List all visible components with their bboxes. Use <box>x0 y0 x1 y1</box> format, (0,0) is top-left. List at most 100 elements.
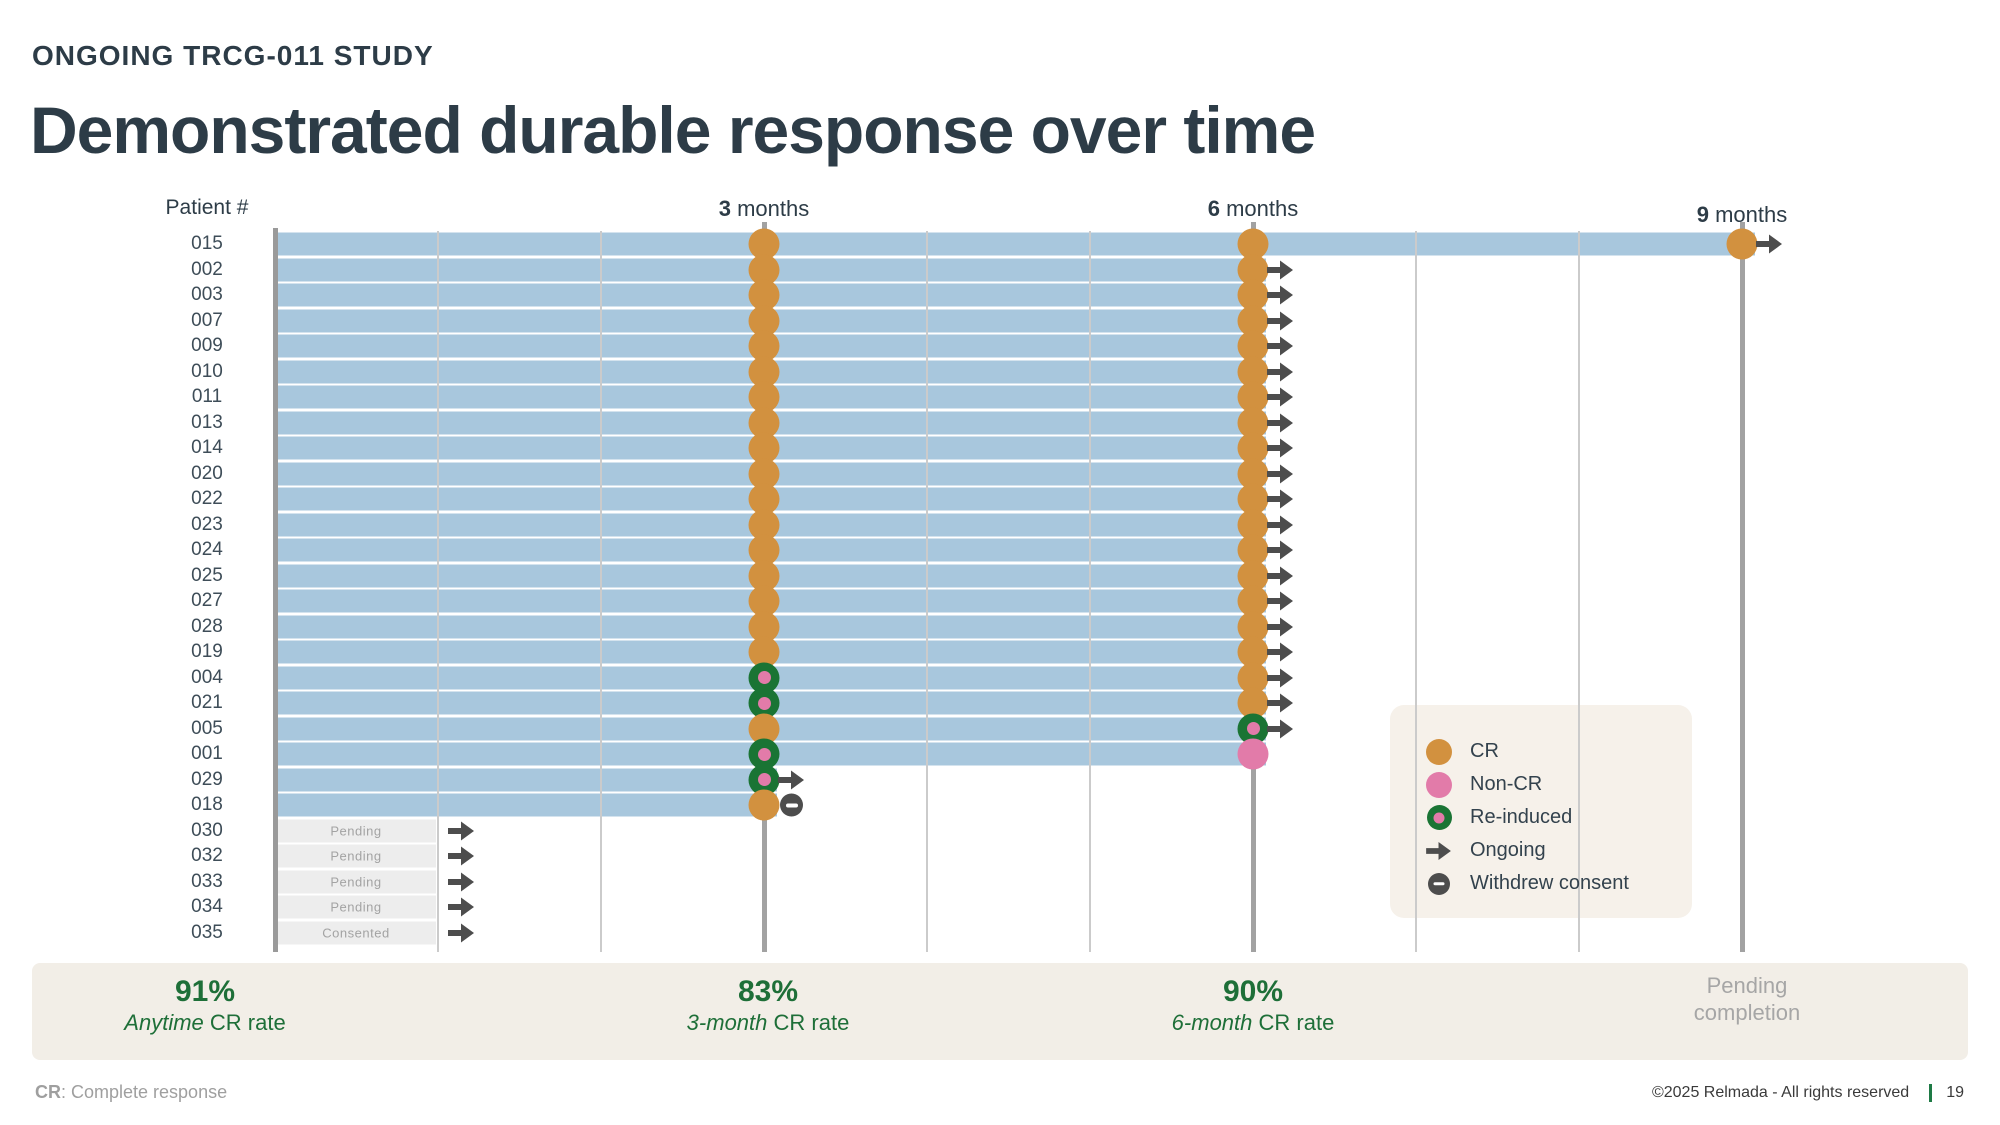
reinduced-marker-center <box>757 773 771 786</box>
pending-bar: Pending <box>276 844 436 868</box>
ongoing-arrow-icon <box>1267 412 1294 433</box>
stat-label: 6-month CR rate <box>1171 1010 1335 1035</box>
patient-column-header: Patient # <box>165 196 249 219</box>
withdrew-legend-glyph <box>1428 872 1450 895</box>
stat-cr-rate: 83% 3-month CR rate <box>687 975 850 1037</box>
page-title: Demonstrated durable response over time <box>30 93 1316 167</box>
legend-item-reinduced: Re-induced <box>1424 801 1629 834</box>
pending-bar: Consented <box>276 921 436 944</box>
ongoing-arrow-icon <box>1267 310 1294 331</box>
stat-label-italic: 3-month <box>686 1010 768 1035</box>
ongoing-arrow-icon <box>448 922 475 943</box>
stat-value: 83% <box>737 975 799 1008</box>
pending-bar: Pending <box>276 870 436 893</box>
month-gridline-2 <box>600 231 602 952</box>
patient-row-label: 004 <box>191 666 223 688</box>
ongoing-arrow-icon <box>1267 565 1294 586</box>
ongoing-arrow-icon <box>1267 718 1294 739</box>
legend-label: Withdrew consent <box>1470 872 1629 894</box>
legend-label: CR <box>1470 740 1499 762</box>
legend-item-noncr: Non-CR <box>1424 768 1629 801</box>
ongoing-arrow-icon <box>1267 642 1294 663</box>
month-label-9: 9 months <box>1696 202 1788 227</box>
patient-row-label: 003 <box>191 284 223 305</box>
swimmer-bar <box>276 232 1755 256</box>
patient-row-label: 018 <box>191 794 223 815</box>
ongoing-arrow-icon <box>1267 667 1294 688</box>
withdrew-legend-icon <box>1424 872 1454 895</box>
noncr-legend-dot <box>1426 771 1452 798</box>
noncr-marker <box>1237 738 1269 770</box>
patient-row-label: 028 <box>191 615 223 637</box>
patient-row-label: 002 <box>191 258 223 280</box>
ongoing-arrow-icon <box>1267 591 1294 612</box>
ongoing-arrow-icon <box>1267 387 1294 408</box>
noncr-legend-icon <box>1424 771 1454 798</box>
reinduced-legend-ring <box>1426 805 1452 830</box>
cr-legend-icon <box>1424 738 1454 765</box>
patient-row-label: 013 <box>191 411 223 433</box>
reinduced-marker-center <box>757 671 771 684</box>
ongoing-arrow-icon <box>1267 514 1294 535</box>
reinduced-marker-center <box>1246 722 1260 735</box>
stat-label: 3-month CR rate <box>686 1010 850 1035</box>
chart-axis-line <box>272 228 278 952</box>
abbreviation-footnote: CR: Complete response <box>35 1082 227 1103</box>
stat-cr-rate: 90% 6-month CR rate <box>1172 975 1335 1037</box>
swimmer-bar <box>276 768 777 791</box>
ongoing-arrow-icon <box>1267 489 1294 510</box>
month-number: 3 <box>718 196 731 221</box>
patient-row-label: 001 <box>191 743 223 764</box>
patient-row-label: 011 <box>191 386 223 407</box>
month-label-6: 6 months <box>1207 196 1299 221</box>
ongoing-arrow-icon <box>1267 616 1294 637</box>
patient-row-label: 032 <box>191 845 223 866</box>
patient-row-label: 019 <box>191 641 223 662</box>
withdrew-consent-glyph <box>780 793 803 817</box>
legend-label: Non-CR <box>1470 773 1543 795</box>
patient-row-label: 010 <box>191 360 223 382</box>
stat-label: Pending completion <box>1693 973 1801 1025</box>
stat-cr-rate: 91% Anytime CR rate <box>124 975 285 1037</box>
patient-row-label: 025 <box>191 564 223 586</box>
patient-row-label: 015 <box>191 233 223 254</box>
patient-row-label: 021 <box>191 692 223 713</box>
patient-row-label: 035 <box>191 921 223 943</box>
patient-row-label: 022 <box>191 488 223 509</box>
ongoing-arrow-icon <box>448 820 475 841</box>
patient-row-label: 005 <box>191 717 223 739</box>
ongoing-arrow-icon <box>1267 259 1294 280</box>
stat-label: Anytime CR rate <box>124 1010 286 1035</box>
patient-row-label: 027 <box>191 590 223 611</box>
stats-band <box>32 963 1968 1060</box>
month-gridline-1 <box>437 231 439 952</box>
patient-row-label: 023 <box>191 513 223 535</box>
reinduced-marker <box>748 738 780 770</box>
reinduced-marker <box>748 764 780 795</box>
ongoing-arrow-icon <box>1267 285 1294 306</box>
stat-label-italic: Anytime <box>124 1010 204 1035</box>
reinduced-legend-icon <box>1424 805 1454 830</box>
patient-row-label: 020 <box>191 462 223 484</box>
patient-row-label: 033 <box>191 870 223 892</box>
ongoing-arrow-icon <box>1267 693 1294 714</box>
ongoing-legend-icon <box>1424 841 1454 861</box>
patient-row-label: 009 <box>191 335 223 356</box>
month-gridline-7 <box>1415 231 1417 952</box>
month-gridline-8 <box>1578 231 1580 952</box>
patient-row-label: 029 <box>191 768 223 790</box>
ongoing-arrow-icon <box>448 846 475 867</box>
legend-label: Re-induced <box>1470 806 1573 828</box>
stat-value: 91% <box>174 975 236 1008</box>
patient-row-label: 014 <box>191 437 223 458</box>
withdrew-consent-icon <box>780 793 803 817</box>
swimmer-bar <box>276 793 777 817</box>
ongoing-arrow-icon <box>1267 540 1294 561</box>
legend-item-ongoing: Ongoing <box>1424 834 1629 867</box>
abbrev-definition: : Complete response <box>61 1082 228 1102</box>
ongoing-arrow-icon <box>448 871 475 892</box>
cr-marker <box>748 789 780 821</box>
month-gridline-major-9 <box>1739 222 1745 952</box>
pending-bar: Pending <box>276 895 436 919</box>
cr-legend-dot <box>1426 738 1452 765</box>
